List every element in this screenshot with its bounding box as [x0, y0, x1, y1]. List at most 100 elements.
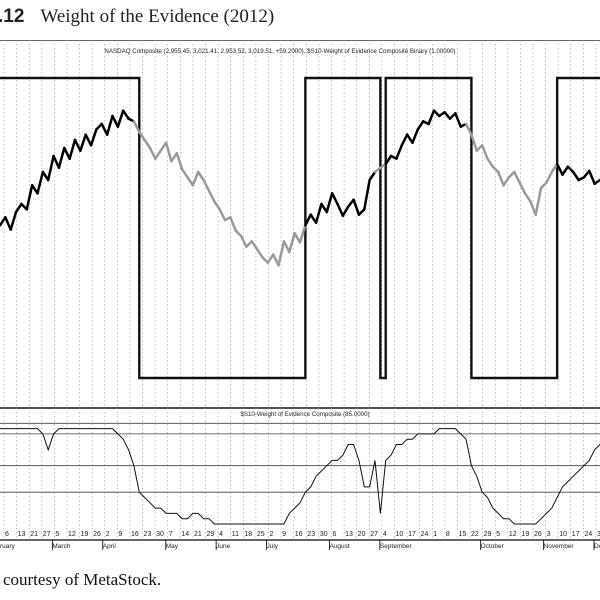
x-tick-label: 5: [496, 531, 500, 538]
price-segment: [202, 178, 211, 192]
x-tick-label: 8: [446, 531, 450, 538]
price-segment: [352, 198, 361, 216]
price-segment: [111, 114, 120, 128]
x-tick-label: 19: [521, 531, 529, 538]
price-segment: [57, 146, 66, 169]
x-month-label: September: [380, 543, 413, 550]
price-segment: [486, 157, 495, 168]
price-segment: [588, 169, 596, 185]
indicator-panel-title: $S10-Weight of Evidence Composite (85.00…: [240, 411, 369, 418]
x-tick-label: 27: [43, 531, 51, 538]
price-segment: [164, 141, 173, 163]
x-tick-label: 23: [144, 531, 152, 538]
price-segment: [550, 162, 559, 174]
price-segment: [105, 114, 114, 136]
x-month-label: June: [216, 543, 230, 550]
x-tick-label: 25: [257, 531, 265, 538]
price-segment: [293, 232, 302, 244]
price-segment: [213, 200, 221, 211]
x-tick-label: 17: [408, 531, 416, 538]
price-segment: [250, 240, 259, 251]
price-segment: [271, 253, 280, 267]
price-segment: [357, 208, 366, 216]
x-month-label: May: [166, 543, 179, 550]
x-month-label: March: [52, 543, 70, 550]
price-segment: [143, 138, 152, 150]
price-segment: [175, 152, 184, 171]
price-segment: [52, 154, 61, 169]
price-panel-title: NASDAQ Composite (2,955.45, 3,021.41, 2,…: [104, 48, 455, 55]
price-segment: [555, 162, 564, 176]
x-tick-label: 17: [572, 531, 580, 538]
x-tick-label: 4: [219, 531, 223, 538]
price-segment: [68, 138, 77, 160]
x-tick-label: 31: [597, 531, 600, 538]
x-tick-label: 24: [584, 531, 592, 538]
price-segment: [46, 154, 55, 182]
price-segment: [427, 109, 436, 126]
price-segment: [304, 213, 312, 227]
figure-credit: t courtesy of MetaStock.: [0, 570, 162, 589]
price-segment: [566, 165, 575, 174]
price-segment: [186, 176, 195, 187]
price-segment: [341, 205, 350, 217]
x-axis: 6 13 21 27 5 12 19 26 2 9 16 23 30 7 14 21 29 4 11 18 25 2 9 16…: [0, 531, 600, 550]
price-segment: [277, 240, 286, 267]
price-segment: [368, 170, 377, 182]
figure-title: Weight of the Evidence (2012): [40, 6, 275, 27]
binary-signal-line: [0, 76, 600, 380]
x-tick-label: 30: [156, 531, 164, 538]
price-segment: [518, 181, 527, 195]
price-segment: [154, 149, 162, 160]
x-month-label: November: [544, 543, 575, 550]
x-tick-label: 10: [395, 531, 403, 538]
nasdaq-price-series: [0, 109, 600, 267]
x-tick-label: 9: [118, 531, 122, 538]
price-segment: [255, 248, 264, 259]
price-segment: [0, 216, 7, 227]
price-segment: [282, 240, 291, 254]
price-segment: [9, 210, 18, 231]
price-segment: [196, 170, 205, 182]
x-tick-label: 21: [30, 531, 38, 538]
price-segment: [491, 165, 500, 174]
x-tick-label: 11: [232, 531, 239, 538]
price-segment: [266, 253, 275, 264]
x-tick-label: 13: [345, 531, 353, 538]
price-segment: [148, 146, 157, 160]
x-tick-label: 22: [471, 531, 479, 538]
x-tick-label: 15: [458, 531, 466, 538]
price-segment: [539, 181, 548, 190]
x-tick-label: 5: [55, 531, 59, 538]
x-tick-label: 26: [534, 531, 542, 538]
price-segment: [4, 216, 12, 231]
price-segment: [502, 176, 511, 187]
x-tick-label: 27: [370, 531, 378, 538]
x-tick-label: 9: [282, 531, 286, 538]
x-tick-label: 26: [93, 531, 101, 538]
price-segment: [336, 202, 345, 217]
x-tick-label: 7: [169, 531, 173, 538]
price-segment: [14, 202, 23, 214]
x-tick-label: 29: [484, 531, 492, 538]
x-month-label: ruary: [0, 543, 16, 550]
x-tick-label: 12: [509, 531, 517, 538]
price-segment: [73, 138, 82, 152]
price-segment: [325, 192, 334, 214]
price-segment: [25, 184, 34, 211]
price-segment: [79, 133, 87, 152]
price-segment: [63, 146, 71, 160]
price-segment: [132, 120, 141, 134]
price-segment: [314, 202, 323, 224]
price-segment: [432, 109, 441, 118]
price-segment: [288, 232, 296, 254]
vertical-gridlines: [3, 40, 597, 540]
price-segment: [571, 170, 580, 182]
price-segment: [496, 170, 505, 187]
x-tick-label: 6: [5, 531, 9, 538]
price-segment: [170, 152, 179, 163]
price-segment: [561, 165, 570, 176]
price-segment: [298, 224, 307, 244]
x-tick-label: 1: [433, 531, 437, 538]
price-segment: [416, 120, 425, 131]
